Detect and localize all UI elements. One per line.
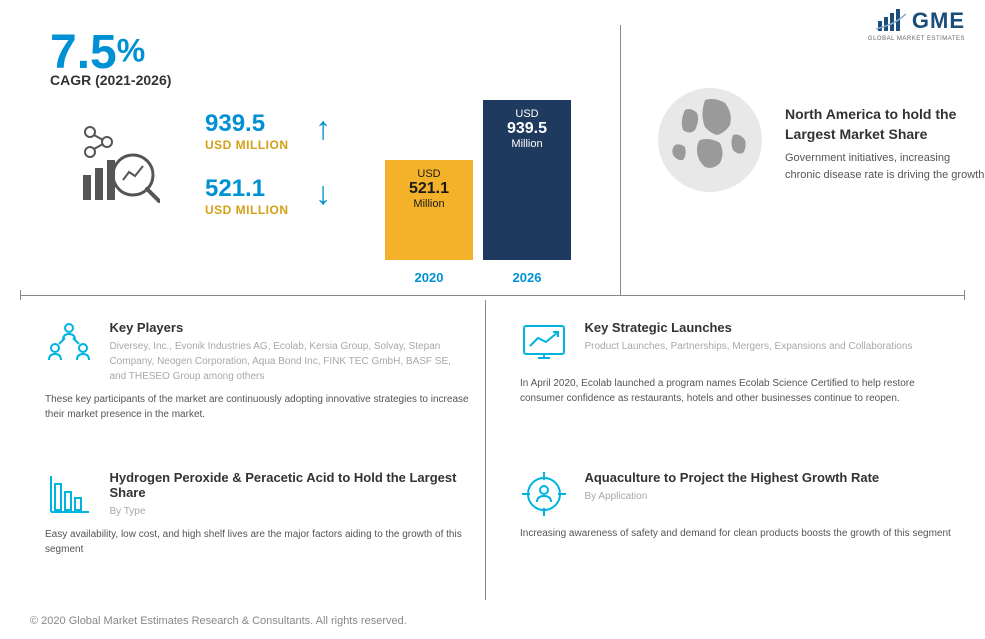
bar-chart: USD 521.1 Million USD 939.5 Million 2020… xyxy=(375,100,595,285)
quad-bl-sub: By Type xyxy=(109,504,469,519)
quad-type-share: Hydrogen Peroxide & Peracetic Acid to Ho… xyxy=(45,470,485,557)
footer-copyright: © 2020 Global Market Estimates Research … xyxy=(30,615,407,627)
bar-2020-currency: USD xyxy=(385,168,473,180)
bar-year-2020: 2020 xyxy=(385,270,473,285)
analytics-icon xyxy=(75,120,160,205)
bar-2026-value: 939.5 xyxy=(483,120,571,138)
bar-year-2026: 2026 xyxy=(483,270,571,285)
bar-2026-currency: USD xyxy=(483,108,571,120)
people-icon xyxy=(45,320,93,368)
quad-application-growth: Aquaculture to Project the Highest Growt… xyxy=(520,470,960,541)
quad-tr-desc: In April 2020, Ecolab launched a program… xyxy=(520,376,960,406)
top-section: 7.5% CAGR (2021-2026) 939.5 USD MILLION … xyxy=(30,15,955,285)
region-title: North America to hold the Largest Market… xyxy=(785,105,985,144)
region-block: North America to hold the Largest Market… xyxy=(785,105,985,183)
value-high-block: 939.5 USD MILLION xyxy=(205,110,289,152)
arrow-down-icon: ↓ xyxy=(315,175,331,212)
quad-bl-title: Hydrogen Peroxide & Peracetic Acid to Ho… xyxy=(109,470,469,500)
bar-chart-icon xyxy=(45,470,93,518)
target-person-icon xyxy=(520,470,568,518)
arrow-up-icon: ↑ xyxy=(315,110,331,147)
quad-tr-sub: Product Launches, Partnerships, Mergers,… xyxy=(584,339,944,354)
bar-2020: USD 521.1 Million xyxy=(385,160,473,260)
bar-2020-unit: Million xyxy=(385,198,473,210)
quad-tl-title: Key Players xyxy=(109,320,469,335)
quad-br-title: Aquaculture to Project the Highest Growt… xyxy=(584,470,944,485)
value-low-block: 521.1 USD MILLION xyxy=(205,175,289,217)
quad-tr-title: Key Strategic Launches xyxy=(584,320,944,335)
cagr-label: CAGR (2021-2026) xyxy=(50,72,171,88)
quad-tl-sub: Diversey, Inc., Evonik Industries AG, Ec… xyxy=(109,339,469,384)
cagr-block: 7.5% CAGR (2021-2026) xyxy=(50,25,171,88)
region-subtitle: Government initiatives, increasing chron… xyxy=(785,150,985,183)
quad-br-sub: By Application xyxy=(584,489,944,504)
bar-2020-value: 521.1 xyxy=(385,180,473,198)
divider-horizontal xyxy=(20,295,965,296)
monitor-chart-icon xyxy=(520,320,568,368)
value-high-number: 939.5 xyxy=(205,110,289,138)
quad-br-desc: Increasing awareness of safety and deman… xyxy=(520,526,960,541)
bottom-section: Key Players Diversey, Inc., Evonik Indus… xyxy=(30,310,955,600)
quad-key-players: Key Players Diversey, Inc., Evonik Indus… xyxy=(45,320,485,422)
value-low-unit: USD MILLION xyxy=(205,203,289,217)
quad-strategic-launches: Key Strategic Launches Product Launches,… xyxy=(520,320,960,406)
quad-bl-desc: Easy availability, low cost, and high sh… xyxy=(45,527,485,557)
bar-2026-unit: Million xyxy=(483,138,571,150)
quad-tl-desc: These key participants of the market are… xyxy=(45,392,485,422)
value-low-number: 521.1 xyxy=(205,175,289,203)
bar-2026: USD 939.5 Million xyxy=(483,100,571,260)
value-high-unit: USD MILLION xyxy=(205,138,289,152)
cagr-percent: % xyxy=(117,33,145,69)
globe-icon xyxy=(655,85,765,195)
divider-vertical-top xyxy=(620,25,621,295)
